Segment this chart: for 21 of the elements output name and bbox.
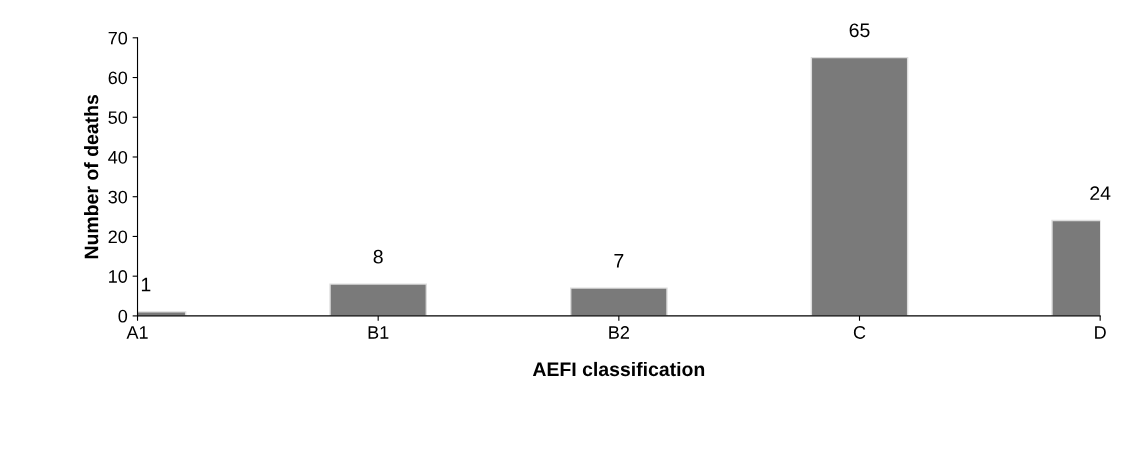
y-tick-label: 30 [108,190,128,204]
bar [570,287,668,316]
x-tick-label: C [853,326,866,339]
y-axis-title: Number of deaths [84,94,99,259]
y-tick-label: 0 [118,309,128,323]
y-tick-label: 20 [108,230,128,244]
x-tick-label: A1 [126,326,148,339]
x-tick-label: B2 [609,326,629,339]
y-tick-label: 40 [108,150,128,164]
x-axis-title: AEFI classification [532,361,705,377]
data-label: 7 [614,254,624,268]
y-tick-label: 70 [108,31,128,45]
data-label: 24 [1090,186,1111,200]
x-tick-label: B1 [368,326,389,339]
data-label: 65 [849,23,870,38]
data-label: 1 [141,277,151,292]
data-label: 8 [373,249,383,264]
y-tick-label: 50 [108,111,128,124]
y-tick-label: 60 [108,71,128,85]
y-tick-label: 10 [109,270,128,283]
x-tick-label: D [1095,326,1106,339]
